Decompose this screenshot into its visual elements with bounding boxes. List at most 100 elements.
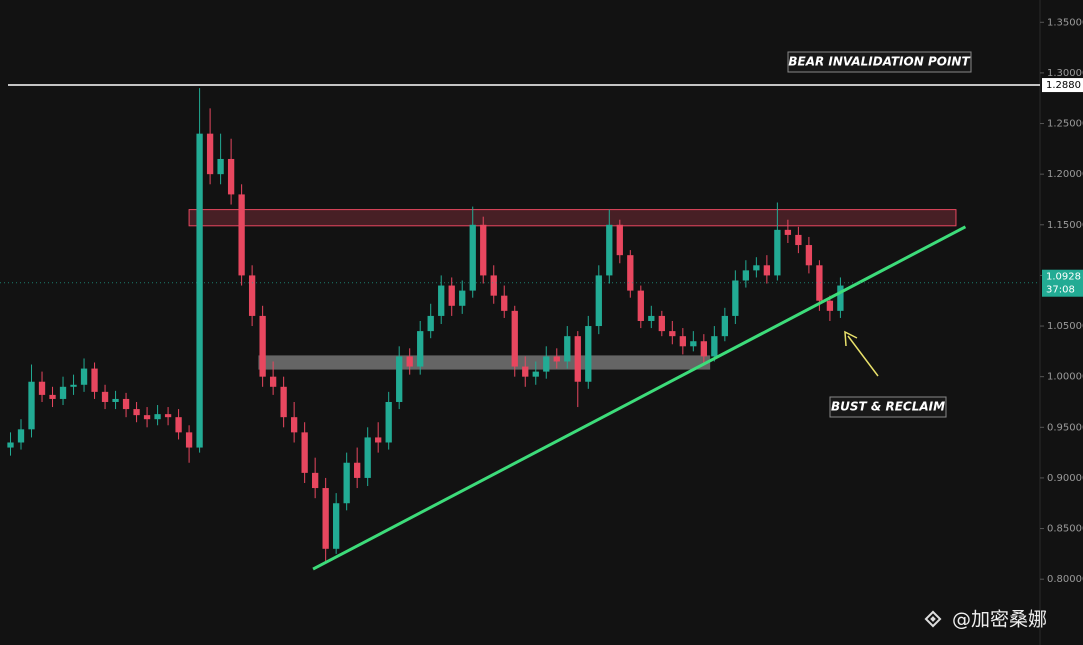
candle-body <box>648 315 655 321</box>
plot-area <box>7 88 967 571</box>
candle-body <box>753 265 760 271</box>
candle-body <box>290 417 298 433</box>
candle-body <box>742 270 750 281</box>
candle-body <box>522 366 529 377</box>
candle-body <box>280 386 287 418</box>
candle-body <box>816 265 823 301</box>
watermark: @加密桑娜 <box>952 609 1047 631</box>
candle-body <box>406 356 413 367</box>
candle-body <box>238 194 245 276</box>
candle-body <box>91 368 98 392</box>
candle-body <box>763 265 771 276</box>
price-label: 1.2880 <box>1046 80 1081 91</box>
candle-body <box>690 341 697 347</box>
y-tick-label: 1.00000 <box>1047 372 1083 383</box>
candle-body <box>154 414 161 420</box>
candle-body <box>511 310 518 367</box>
candle-body <box>448 285 455 306</box>
candle-body <box>627 255 634 291</box>
y-tick-label: 1.15000 <box>1047 220 1083 231</box>
candle-body <box>364 437 371 478</box>
candle-body <box>7 442 14 448</box>
candle-body <box>501 295 508 311</box>
candle-body <box>122 398 130 410</box>
candle-body <box>574 336 581 382</box>
candle-body <box>217 158 224 175</box>
candle-body <box>585 326 592 382</box>
candle-body <box>80 368 88 385</box>
candle-body <box>164 414 172 418</box>
candle-body <box>185 432 193 448</box>
candle-body <box>259 315 266 377</box>
y-tick-label: 1.35000 <box>1047 17 1083 28</box>
price-label-bg <box>1042 269 1083 297</box>
y-tick-label: 1.25000 <box>1047 119 1083 130</box>
candle-body <box>333 503 340 549</box>
candle-body <box>784 229 792 235</box>
annotation-box <box>787 51 972 73</box>
candle-body <box>427 315 434 332</box>
candle-body <box>795 234 802 246</box>
candle-body <box>721 315 728 337</box>
candle-body <box>396 356 403 402</box>
candle-body <box>616 224 623 256</box>
candle-body <box>543 356 550 372</box>
candle-body <box>133 409 140 416</box>
candle-body <box>301 432 308 473</box>
candle-body <box>175 417 182 433</box>
candle-body <box>143 415 151 420</box>
candle-body <box>417 331 424 367</box>
support-zone <box>258 355 711 370</box>
y-tick-label: 0.95000 <box>1047 422 1083 433</box>
trendline <box>312 225 967 571</box>
candle-body <box>28 381 35 430</box>
candle-body <box>669 331 676 337</box>
watermark-icon <box>924 610 942 628</box>
candle-body <box>658 315 665 332</box>
y-tick-label: 1.20000 <box>1047 169 1083 180</box>
annotation: BUST & RECLAIM <box>831 400 945 414</box>
candle-body <box>595 275 602 327</box>
candle-body <box>826 300 834 311</box>
candle-body <box>480 224 487 276</box>
candle-body <box>38 381 46 395</box>
candle-body <box>837 285 844 311</box>
candle-body <box>354 462 361 478</box>
candle-body <box>711 336 718 357</box>
candle-body <box>490 275 497 296</box>
candle-body <box>322 488 329 549</box>
annotation-box <box>829 396 947 418</box>
candle-body <box>564 336 571 362</box>
candle-body <box>49 394 56 399</box>
annotation: BEAR INVALIDATION POINT <box>788 55 970 69</box>
resistance-zone <box>188 209 957 227</box>
candle-body <box>112 398 119 402</box>
candle-body <box>227 158 235 195</box>
price-label: 1.0928 <box>1046 272 1081 283</box>
candle-body <box>553 356 560 362</box>
candle-body <box>343 462 350 504</box>
candle-body <box>700 341 707 357</box>
candle-body <box>59 386 67 399</box>
candle-body <box>732 280 739 316</box>
arrow-head <box>844 330 858 347</box>
candle-body <box>375 437 382 443</box>
candle-body <box>805 245 813 266</box>
candle-body <box>248 275 256 316</box>
candle-body <box>459 290 466 306</box>
candle-body <box>438 285 445 316</box>
countdown: 37:08 <box>1046 285 1075 296</box>
candle-body <box>469 224 476 291</box>
y-tick-label: 1.05000 <box>1047 321 1083 332</box>
price-label-bg <box>1042 78 1083 93</box>
candle-body <box>312 472 319 489</box>
candle-body <box>101 391 109 402</box>
y-tick-label: 1.30000 <box>1047 68 1083 79</box>
arrow <box>847 335 879 377</box>
candle-body <box>774 229 781 276</box>
